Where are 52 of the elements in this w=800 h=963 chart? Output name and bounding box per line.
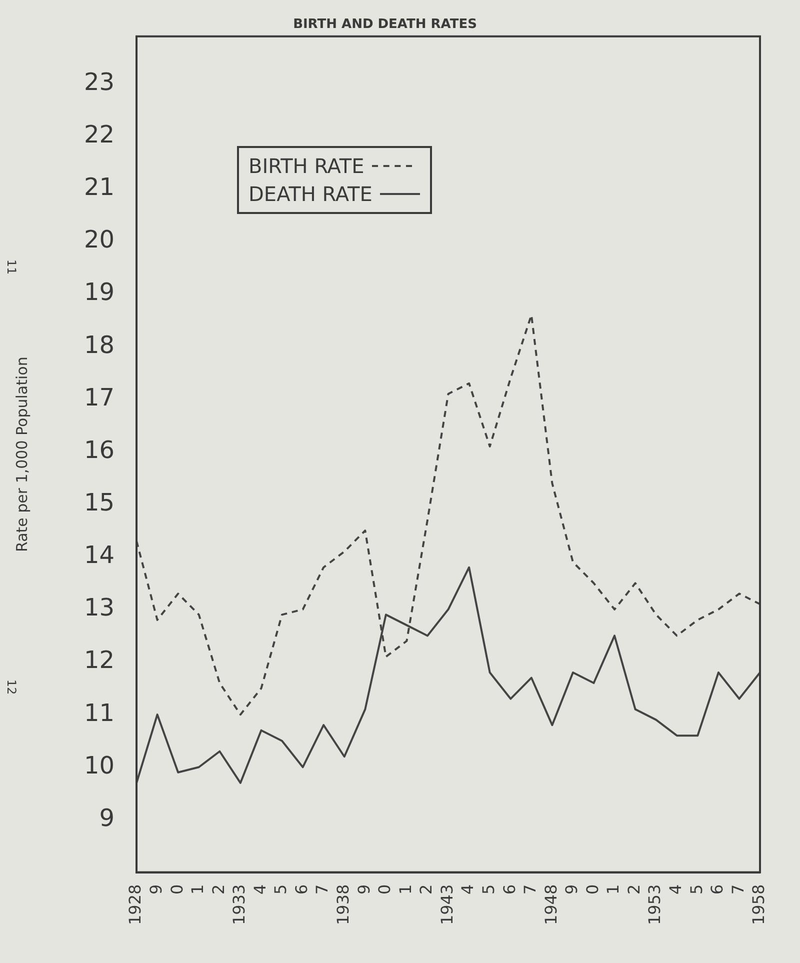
x-tick-label: 1: [188, 884, 208, 894]
y-tick-label: 18: [84, 330, 115, 359]
x-tick-label: 1953: [645, 884, 664, 925]
y-tick-label: 23: [84, 68, 115, 96]
y-tick-label: 15: [84, 488, 115, 517]
legend-label: DEATH RATE: [248, 181, 372, 208]
x-tick-label: 1928: [126, 884, 145, 925]
y-tick-label: 13: [84, 594, 115, 622]
x-tick-label: 6: [708, 884, 727, 894]
legend-label: BIRTH RATE: [248, 153, 364, 180]
y-tick-label: 16: [84, 436, 115, 464]
x-tick-label: 9: [146, 884, 166, 894]
x-tick-label: 7: [312, 884, 332, 894]
y-axis-title: Rate per 1,000 Population: [12, 356, 31, 552]
y-tick-label: 19: [84, 278, 115, 306]
x-tick-label: 6: [292, 884, 311, 894]
x-tick-label: 5: [271, 884, 290, 894]
x-tick-label: 1938: [334, 884, 353, 925]
x-tick-label: 1958: [749, 884, 768, 925]
x-tick-label: 4: [458, 884, 478, 894]
x-tick-label: 0: [375, 884, 394, 894]
x-tick-label: 1943: [437, 884, 456, 925]
x-tick-label: 9: [562, 884, 582, 894]
y-tick-label: 17: [84, 383, 115, 412]
y-tick-label: 12: [84, 646, 115, 674]
x-tick-label: 0: [582, 884, 602, 894]
x-tick-label: 6: [500, 884, 519, 894]
y-tick-label: 22: [84, 120, 115, 149]
x-tick-label: 1: [396, 884, 415, 894]
x-tick-label: 7: [520, 884, 540, 894]
y-tick-label: 9: [99, 804, 115, 832]
x-tick-label: 5: [478, 884, 498, 894]
chart-title: BIRTH AND DEATH RATES: [293, 16, 477, 32]
x-tick-label: 9: [354, 884, 374, 894]
x-tick-label: 1948: [541, 884, 560, 925]
text: 12: [4, 679, 19, 695]
x-tick-label: 2: [624, 884, 644, 894]
x-tick-label: 0: [167, 884, 186, 894]
y-tick-label: 20: [84, 226, 115, 254]
x-tick-label: 2: [416, 884, 436, 894]
x-tick-label: 4: [250, 884, 270, 894]
x-tick-label: 7: [728, 884, 748, 894]
y-tick-label: 21: [84, 173, 115, 202]
y-tick-label: 10: [84, 751, 115, 780]
x-tick-label: 4: [666, 884, 686, 894]
x-tick-label: 1933: [230, 884, 249, 925]
x-tick-label: 2: [208, 884, 228, 894]
x-tick-label: 1: [604, 884, 623, 894]
y-tick-label: 11: [84, 698, 115, 727]
y-tick-label: 14: [84, 541, 115, 570]
x-tick-label: 5: [686, 884, 706, 894]
text: 11: [4, 259, 19, 275]
